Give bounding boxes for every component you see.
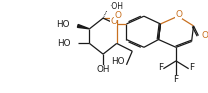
- Text: HO: HO: [57, 20, 70, 29]
- Text: HO: HO: [111, 57, 124, 66]
- Text: O: O: [176, 10, 182, 19]
- Text: F: F: [173, 75, 179, 84]
- Text: HO: HO: [57, 39, 71, 48]
- Text: ·OH: ·OH: [109, 2, 123, 11]
- Text: O: O: [114, 11, 121, 20]
- Text: F: F: [158, 63, 163, 72]
- Text: F: F: [189, 63, 194, 72]
- Polygon shape: [77, 24, 89, 29]
- Text: OH: OH: [96, 65, 110, 74]
- Text: O: O: [110, 17, 117, 26]
- Text: O: O: [201, 31, 208, 40]
